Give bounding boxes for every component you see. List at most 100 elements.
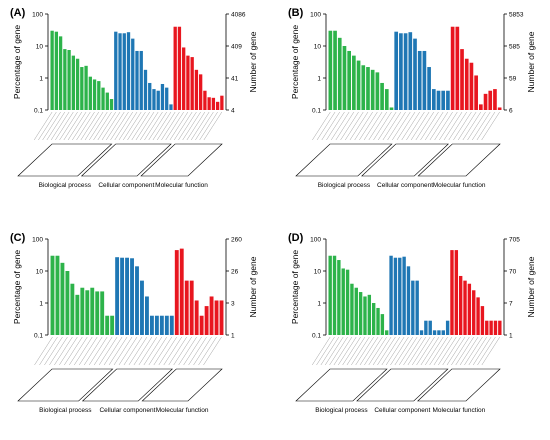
category-label-stub-0-11 — [363, 111, 383, 141]
bar-0-2 — [60, 262, 65, 335]
bar-0-13 — [105, 92, 109, 110]
category-label-stub-0-13 — [368, 336, 387, 366]
bar-2-9 — [211, 97, 216, 110]
category-label-stub-1-0 — [378, 111, 397, 141]
category-label-stub-2-5 — [457, 111, 477, 141]
y-tick-label-left: 0.1 — [312, 332, 321, 339]
category-label-stub-2-4 — [451, 336, 470, 366]
category-label-stub-0-4 — [50, 111, 70, 141]
category-label-stub-0-12 — [364, 336, 383, 366]
panel-label: (A) — [10, 7, 26, 19]
y-tick-label-right: 70 — [509, 268, 517, 275]
category-label-stub-2-7 — [467, 111, 486, 141]
bar-0-8 — [90, 287, 95, 335]
group-bracket-2 — [140, 143, 223, 177]
category-label-stub-1-13 — [152, 111, 172, 141]
bar-1-8 — [431, 89, 436, 110]
category-label-stub-1-1 — [101, 111, 121, 141]
bar-2-0 — [450, 250, 454, 335]
category-label-stub-2-8 — [198, 336, 217, 366]
y-tick-label-right: 26 — [231, 268, 239, 275]
bar-1-8 — [148, 82, 152, 110]
group-bracket-1 — [361, 143, 450, 177]
y-tick-label-right: 705 — [509, 236, 520, 243]
category-label-stub-2-6 — [182, 111, 201, 141]
category-label-stub-2-0 — [433, 336, 453, 366]
bar-0-0 — [50, 30, 54, 111]
category-label-stub-0-0 — [312, 111, 331, 141]
panel-label: (B) — [288, 7, 304, 19]
bar-1-12 — [165, 87, 169, 110]
y-tick-label-left: 1 — [39, 300, 43, 307]
y-tick-label-right: 1 — [231, 332, 235, 339]
category-label-stub-1-7 — [127, 111, 146, 141]
bar-0-12 — [384, 89, 389, 110]
bar-1-3 — [126, 32, 131, 111]
bar-0-6 — [354, 287, 358, 335]
category-label-stub-1-8 — [407, 336, 427, 366]
group-label-2: Molecular function — [155, 182, 208, 189]
bar-1-9 — [436, 90, 441, 110]
bar-2-4 — [190, 57, 194, 110]
bar-0-5 — [350, 283, 354, 335]
category-label-stub-0-3 — [325, 336, 344, 366]
category-label-stub-2-10 — [481, 111, 500, 141]
category-label-stub-0-11 — [359, 336, 379, 366]
y-tick-label-left: 100 — [32, 236, 43, 243]
bar-1-11 — [169, 315, 174, 335]
category-label-stub-1-3 — [385, 336, 405, 366]
panel-label: (D) — [288, 232, 304, 244]
y-tick-label-left: 100 — [310, 11, 321, 18]
category-label-stub-0-9 — [72, 111, 91, 141]
bar-2-11 — [498, 320, 502, 335]
bar-0-1 — [55, 255, 60, 335]
bar-2-9 — [219, 300, 224, 335]
bar-2-5 — [194, 69, 199, 110]
bar-1-10 — [432, 330, 437, 335]
category-label-stub-2-9 — [203, 336, 222, 366]
bar-0-6 — [356, 60, 361, 110]
category-label-stub-0-2 — [42, 111, 61, 141]
bar-0-0 — [50, 255, 55, 335]
bar-2-1 — [177, 26, 182, 111]
bar-1-13 — [445, 320, 450, 335]
y-axis-title-left: Percentage of gene — [290, 25, 300, 99]
bar-0-6 — [75, 58, 80, 110]
category-label-stub-2-1 — [163, 336, 182, 366]
category-label-stub-2-0 — [434, 111, 453, 141]
bar-2-8 — [485, 320, 489, 335]
category-label-stub-1-8 — [415, 111, 434, 141]
category-label-stub-0-0 — [312, 336, 331, 366]
category-label-stub-0-1 — [39, 336, 58, 366]
bar-2-5 — [199, 315, 204, 335]
category-label-stub-2-9 — [476, 111, 496, 141]
category-label-stub-1-1 — [103, 336, 123, 366]
category-label-stub-1-5 — [118, 111, 138, 141]
category-label-stub-1-9 — [143, 336, 163, 366]
category-label-stub-2-5 — [455, 336, 474, 366]
bar-2-7 — [483, 93, 488, 110]
bar-2-6 — [204, 306, 209, 335]
bar-2-5 — [474, 75, 478, 110]
bar-1-8 — [154, 315, 159, 335]
y-axis-title-left: Percentage of gene — [12, 250, 22, 324]
y-tick-label-left: 10 — [36, 43, 44, 50]
chart-panel-0: (A) 100 4086 10 409 1 41 0.1 4 Percentage of gene… — [10, 7, 258, 189]
category-label-stub-0-2 — [44, 336, 63, 366]
y-axis-title-left: Percentage of gene — [290, 250, 300, 324]
category-label-stub-0-0 — [33, 111, 53, 141]
category-label-stub-1-3 — [113, 336, 133, 366]
bar-0-2 — [337, 37, 342, 110]
panel-label: (C) — [10, 232, 26, 244]
category-label-stub-2-3 — [446, 336, 466, 366]
category-label-stub-1-8 — [131, 111, 150, 141]
bar-1-0 — [389, 255, 393, 335]
bar-0-4 — [70, 283, 75, 335]
group-bracket-1 — [356, 368, 449, 402]
bar-1-9 — [152, 89, 156, 110]
bar-1-4 — [131, 38, 135, 110]
category-label-stub-0-13 — [373, 111, 392, 141]
category-label-stub-1-12 — [425, 336, 444, 366]
category-label-stub-0-12 — [368, 111, 387, 141]
bar-2-1 — [454, 250, 459, 335]
